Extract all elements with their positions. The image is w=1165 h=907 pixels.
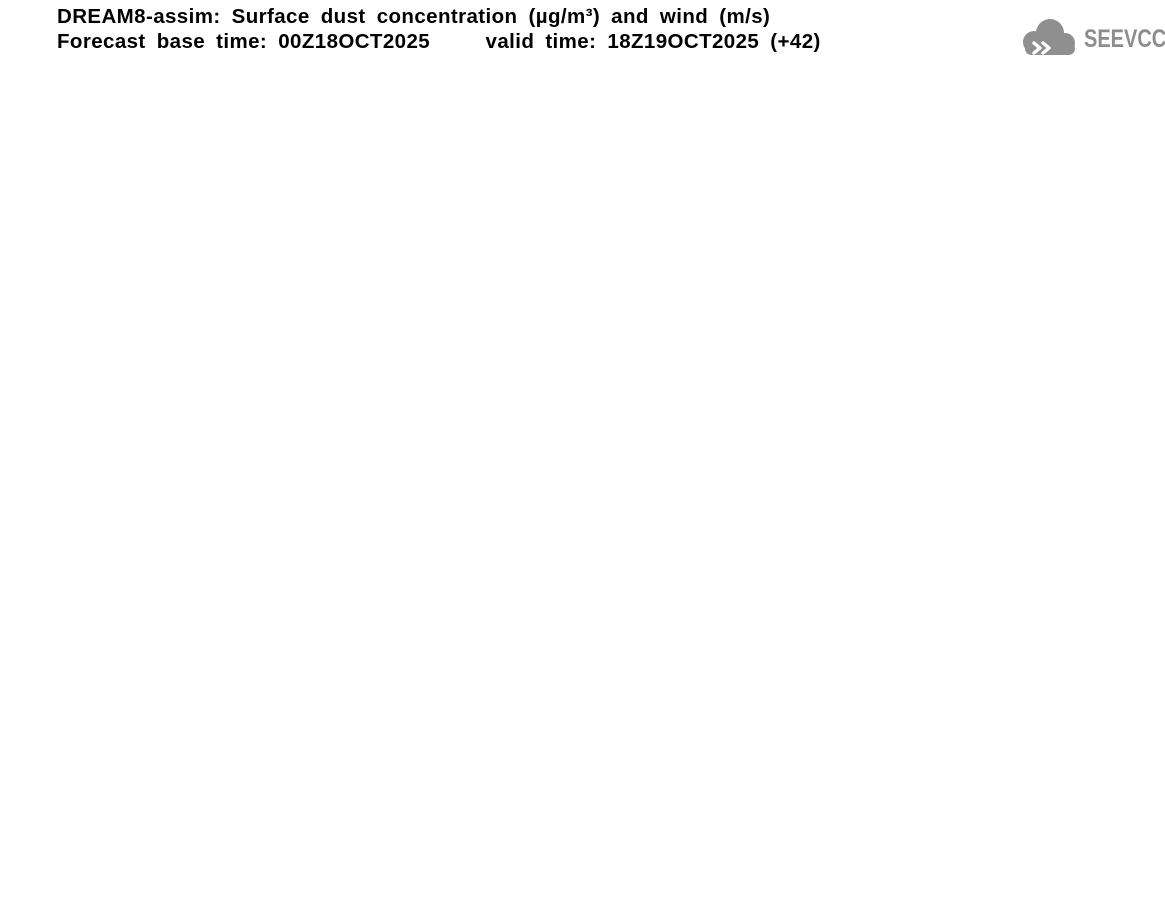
logo-text: SEEVCCC <box>1084 24 1165 53</box>
chart-subtitle: Forecast base time: 00Z18OCT2025 valid t… <box>57 30 821 53</box>
chart-title: DREAM8-assim: Surface dust concentration… <box>57 5 771 28</box>
seevccc-logo: SEEVCCC <box>1014 18 1165 60</box>
cloud-logo-icon <box>1023 19 1075 55</box>
